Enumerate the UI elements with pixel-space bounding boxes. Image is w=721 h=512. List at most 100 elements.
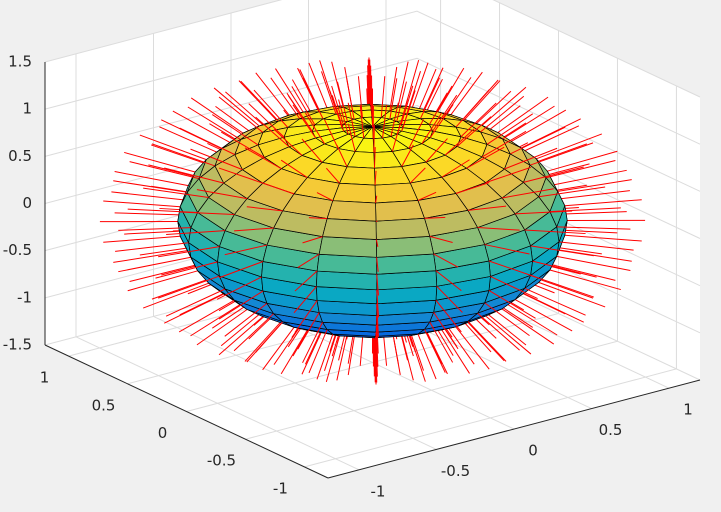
surface-normal — [442, 77, 472, 119]
surface-normal — [118, 256, 192, 273]
surface-normal — [545, 262, 616, 281]
surface-normal — [234, 227, 274, 232]
surface-normal — [114, 171, 189, 187]
surface-normal — [164, 293, 224, 324]
surface-normal — [331, 95, 345, 132]
surface-normal — [524, 229, 586, 235]
z-tick-label: 0 — [22, 194, 32, 212]
surface-normal — [293, 286, 317, 314]
surface-normal — [187, 106, 241, 140]
surface-normal — [435, 270, 462, 292]
surface-normal — [262, 182, 295, 195]
x-tick-label: -0.5 — [441, 462, 470, 480]
surface-normal — [336, 334, 348, 381]
surface-normal — [417, 333, 437, 380]
surface-normal — [172, 110, 231, 143]
surface-normal — [419, 77, 441, 119]
surface-normal — [111, 191, 187, 201]
surface-normal — [238, 80, 278, 122]
surface-normal — [488, 260, 536, 278]
surface-normal — [564, 199, 642, 207]
surface-normal — [397, 61, 409, 108]
y-tick-label: -1 — [273, 479, 288, 497]
surface-normal — [325, 167, 340, 184]
surface-normal — [530, 245, 594, 257]
surface-normal — [224, 302, 268, 337]
surface-normal — [218, 290, 264, 320]
surface-normal — [143, 187, 209, 199]
surface-normal — [375, 332, 378, 377]
surface-normal — [411, 62, 429, 109]
surface-normal — [389, 66, 398, 112]
surface-normal — [129, 263, 200, 283]
surface-face — [375, 236, 434, 258]
surface-normal — [373, 336, 376, 383]
surface-normal — [151, 276, 216, 300]
surface-normal — [444, 128, 475, 156]
surface-normal — [179, 211, 235, 216]
surface-normal — [455, 326, 490, 370]
surface-normal — [466, 146, 505, 169]
surface-face — [322, 218, 377, 240]
surface-face — [332, 182, 376, 204]
surface-normal — [421, 112, 443, 144]
surface-normal — [190, 97, 244, 134]
surface-normal — [305, 112, 326, 145]
y-tick-label: 0 — [158, 424, 168, 442]
surface-normal — [124, 151, 196, 173]
surface-normal — [190, 302, 243, 337]
surface-normal — [450, 71, 483, 116]
surface-normal — [523, 166, 584, 183]
surface-normal — [396, 81, 407, 122]
surface-normal — [113, 250, 188, 263]
surface-normal — [308, 62, 328, 109]
surface-normal — [545, 159, 616, 179]
surface-normal — [302, 236, 323, 244]
surface-normal — [380, 76, 386, 118]
z-tick-label: -1.5 — [3, 336, 32, 354]
surface-normal — [302, 322, 323, 364]
surface-normal — [253, 89, 289, 128]
surface-normal — [428, 85, 453, 125]
surface-normal — [549, 207, 621, 213]
surface-normal — [166, 230, 226, 236]
surface-normal — [471, 90, 512, 129]
surface-normal — [190, 148, 243, 171]
surface-normal — [389, 78, 398, 120]
surface-normal — [558, 241, 634, 251]
surface-normal — [391, 123, 401, 152]
surface-normal — [437, 67, 465, 113]
surface-normal — [359, 104, 365, 139]
surface-normal — [114, 212, 189, 216]
x-tick-label: 1 — [683, 401, 693, 419]
surface-normal — [417, 68, 437, 113]
surface-normal — [374, 337, 377, 385]
surface-normal — [429, 235, 453, 244]
surface-normal — [424, 329, 446, 373]
surface-normal — [103, 235, 181, 243]
surface-normal — [178, 299, 235, 333]
surface-normal — [417, 191, 437, 201]
surface-face — [318, 236, 377, 258]
surface-face — [375, 200, 425, 222]
surface-normal — [294, 300, 318, 333]
y-tick-label: 1 — [40, 369, 50, 387]
surface-face — [316, 253, 378, 275]
y-tick-label: 0.5 — [92, 396, 116, 414]
surface-normal — [467, 205, 507, 211]
surface-normal — [336, 81, 348, 122]
surface-normal — [244, 320, 282, 362]
surface-normal — [246, 321, 284, 363]
surface-normal — [556, 190, 630, 200]
surface-normal — [532, 260, 597, 278]
surface-normal — [466, 320, 505, 362]
surface-normal — [422, 67, 444, 112]
surface-normal — [301, 138, 323, 163]
surface-normal — [151, 143, 216, 167]
surface-normal — [481, 86, 527, 126]
grid-line — [44, 10, 701, 145]
surface-normal — [375, 325, 379, 367]
surface-normal — [220, 309, 265, 347]
surface-normal — [456, 116, 492, 147]
